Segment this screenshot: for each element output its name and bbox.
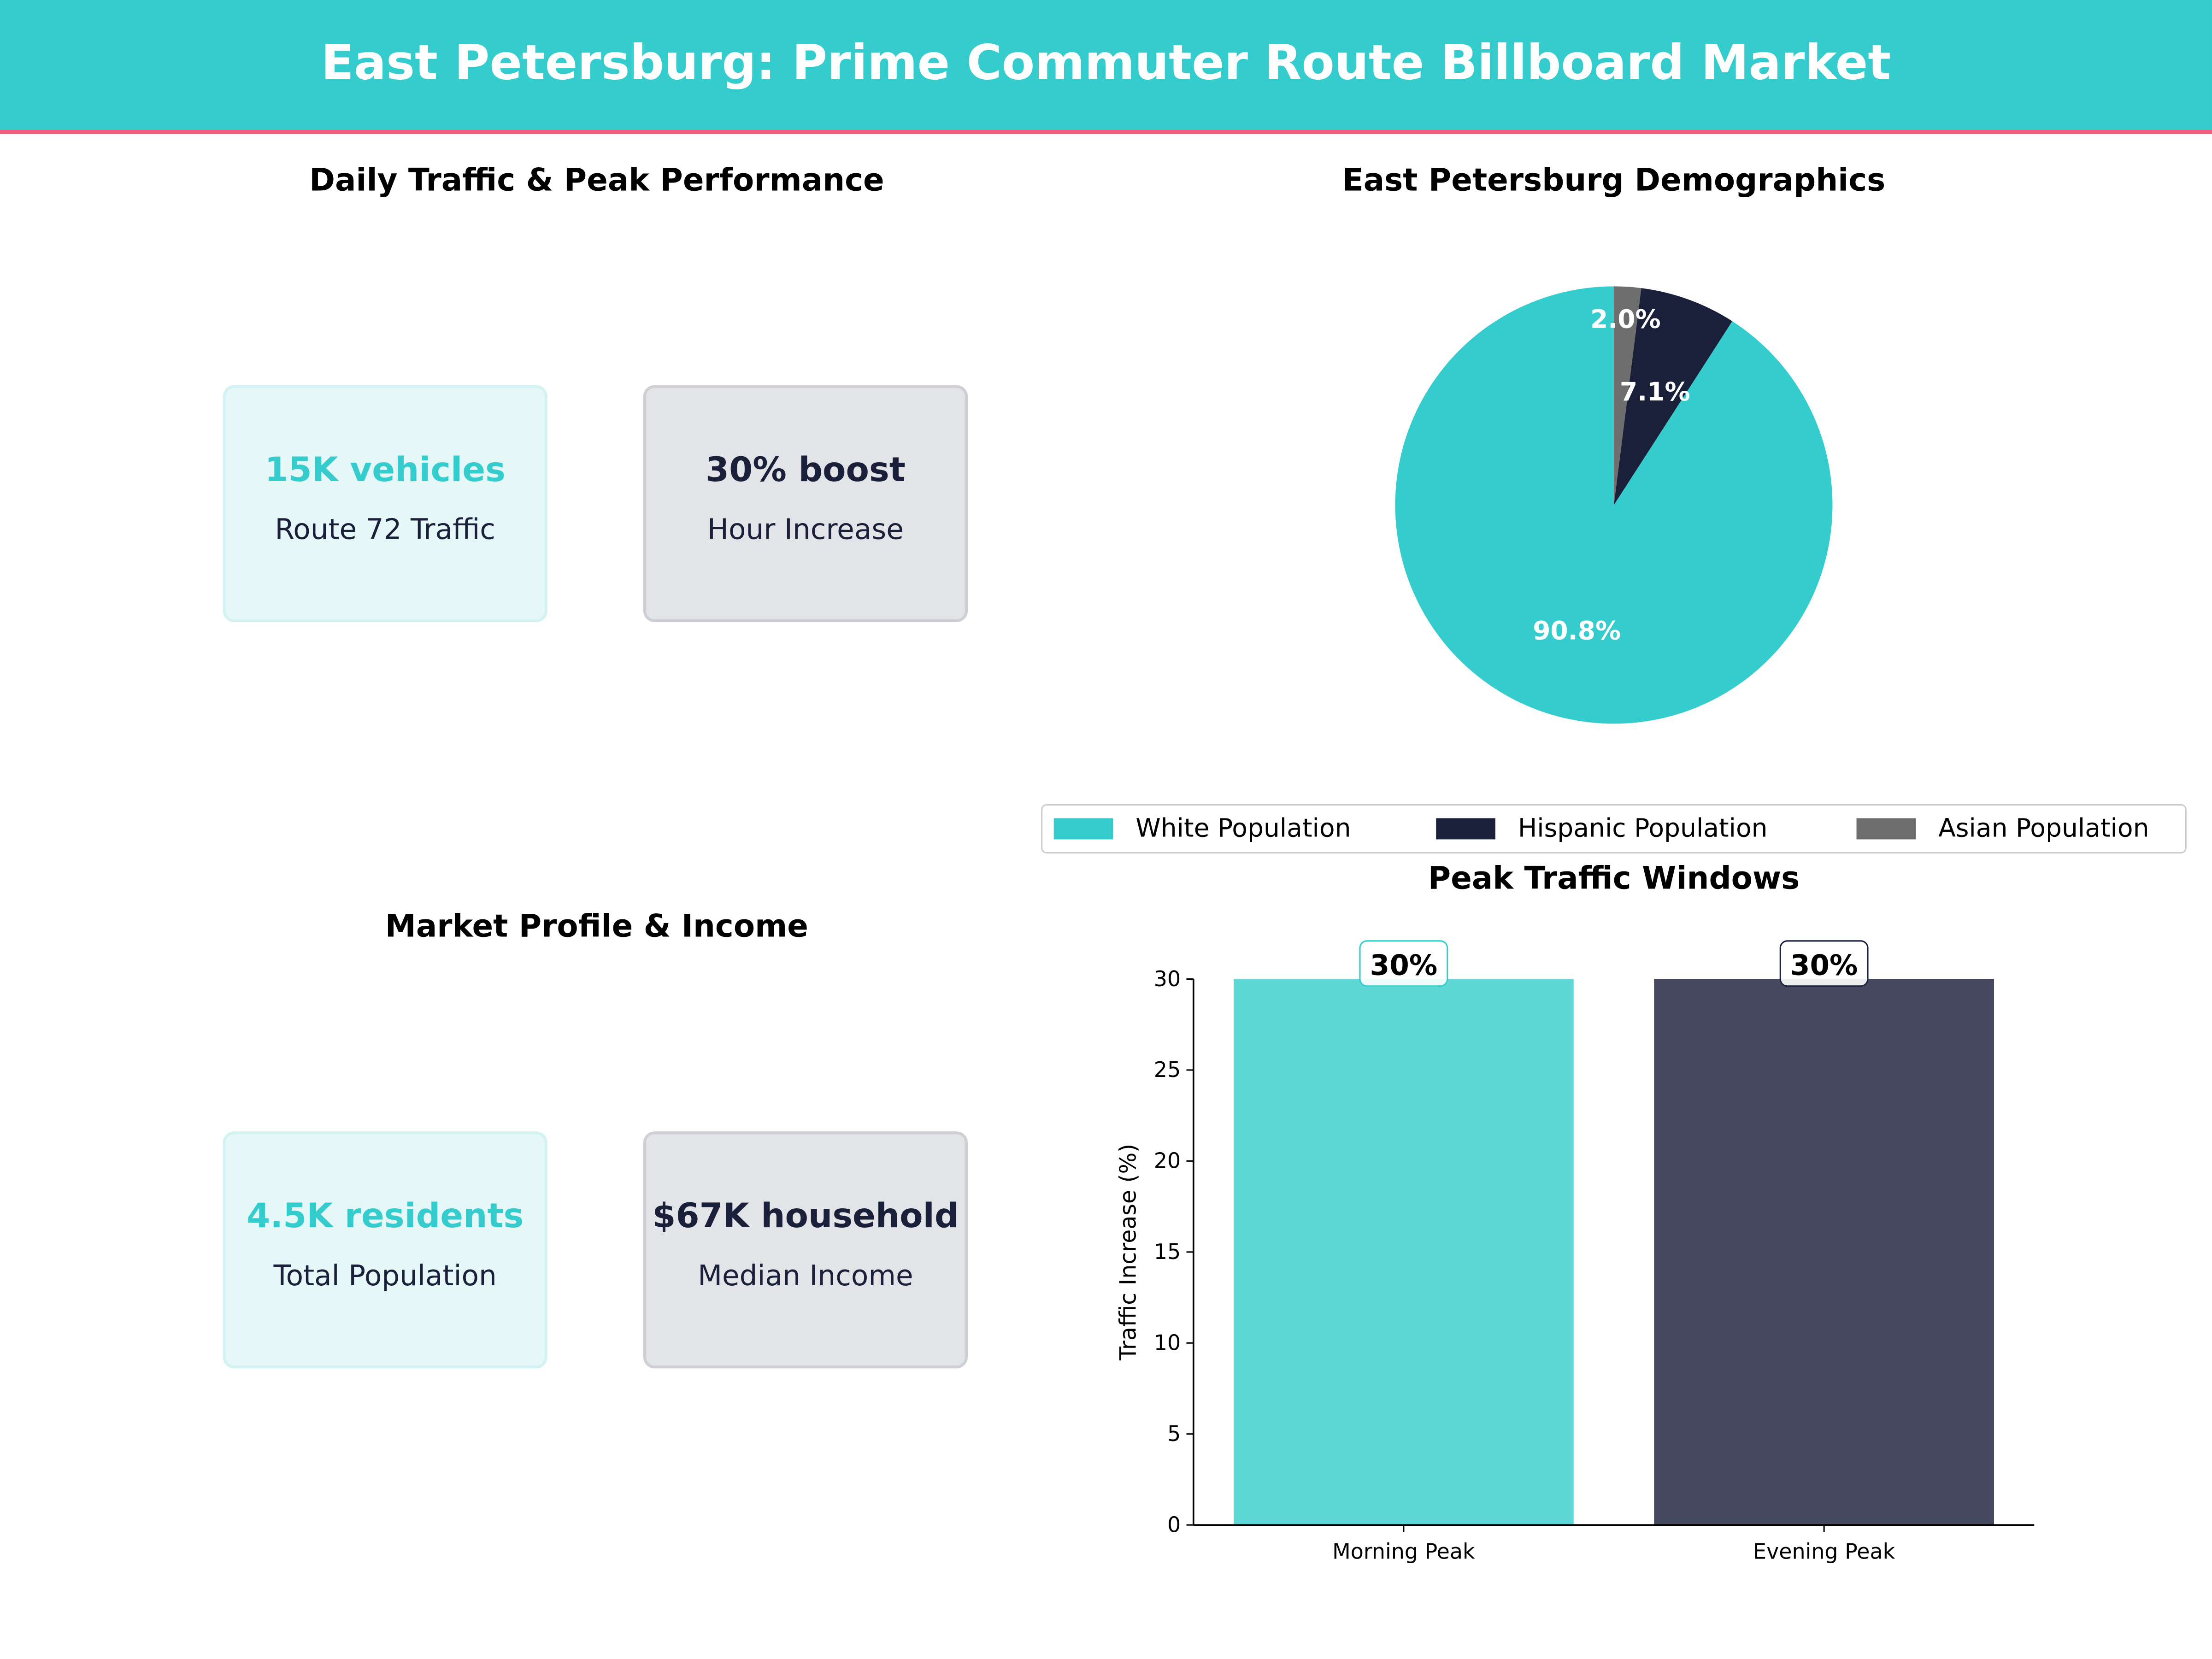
pie-chart-title: East Petersburg Demographics <box>1342 164 1886 199</box>
data-label-box <box>1779 940 1869 987</box>
pie-pct-label: 2.0% <box>1590 305 1661 334</box>
y-tick-label: 10 <box>1154 1330 1181 1355</box>
card-value: 4.5K residents <box>247 1196 524 1236</box>
legend-label: White Population <box>1135 814 1351 844</box>
data-label: 30% <box>1370 949 1438 982</box>
data-label-box <box>1359 940 1448 987</box>
card-value: 30% boost <box>706 450 906 490</box>
x-tick-label: Morning Peak <box>1332 1539 1475 1564</box>
header-banner: East Petersburg: Prime Commuter Route Bi… <box>0 0 2212 134</box>
legend-swatch <box>1856 818 1916 840</box>
pie-pct-label: 7.1% <box>1620 377 1690 406</box>
y-tick-label: 0 <box>1167 1512 1181 1537</box>
y-tick-label: 15 <box>1154 1239 1181 1264</box>
legend-label: Asian Population <box>1938 814 2149 844</box>
legend-swatch <box>1436 818 1495 840</box>
bar-evening-peak <box>1654 979 1994 1525</box>
pie-slice-white-population <box>1395 286 1833 724</box>
legend-swatch <box>1053 818 1113 840</box>
y-axis-label: Traffic Increase (%) <box>1115 1144 1141 1361</box>
page-title: East Petersburg: Prime Commuter Route Bi… <box>321 35 1891 92</box>
card-label: Total Population <box>273 1258 497 1293</box>
traffic-card: 15K vehicles Route 72 Traffic <box>223 385 547 622</box>
traffic-panel-title: Daily Traffic & Peak Performance <box>309 164 884 199</box>
legend-item-hispanic: Hispanic Population <box>1436 814 1768 844</box>
y-tick-label: 30 <box>1154 966 1181 991</box>
card-value: $67K household <box>652 1196 959 1236</box>
legend-item-white: White Population <box>1053 814 1351 844</box>
bar-chart-title: Peak Traffic Windows <box>1428 862 1800 897</box>
bar-morning-peak <box>1234 979 1574 1525</box>
y-tick-label: 5 <box>1167 1421 1181 1446</box>
market-panel-title: Market Profile & Income <box>385 910 808 946</box>
pie-slice-asian-population <box>1614 286 1641 505</box>
pie-legend: White Population Hispanic Population Asi… <box>1041 804 2187 854</box>
y-tick-label: 20 <box>1154 1148 1181 1173</box>
data-label: 30% <box>1790 949 1858 982</box>
legend-label: Hispanic Population <box>1518 814 1768 844</box>
pie-slice-hispanic-population <box>1614 288 1732 505</box>
x-tick-label: Evening Peak <box>1753 1539 1895 1564</box>
y-tick-label: 25 <box>1154 1057 1181 1082</box>
pie-pct-label: 90.8% <box>1533 616 1621 645</box>
card-value: 15K vehicles <box>265 450 506 490</box>
population-card: 4.5K residents Total Population <box>223 1131 547 1369</box>
card-label: Median Income <box>698 1258 913 1293</box>
card-label: Hour Increase <box>707 512 904 546</box>
boost-card: 30% boost Hour Increase <box>643 385 968 622</box>
income-card: $67K household Median Income <box>643 1131 968 1369</box>
card-label: Route 72 Traffic <box>275 512 495 546</box>
legend-item-asian: Asian Population <box>1856 814 2149 844</box>
